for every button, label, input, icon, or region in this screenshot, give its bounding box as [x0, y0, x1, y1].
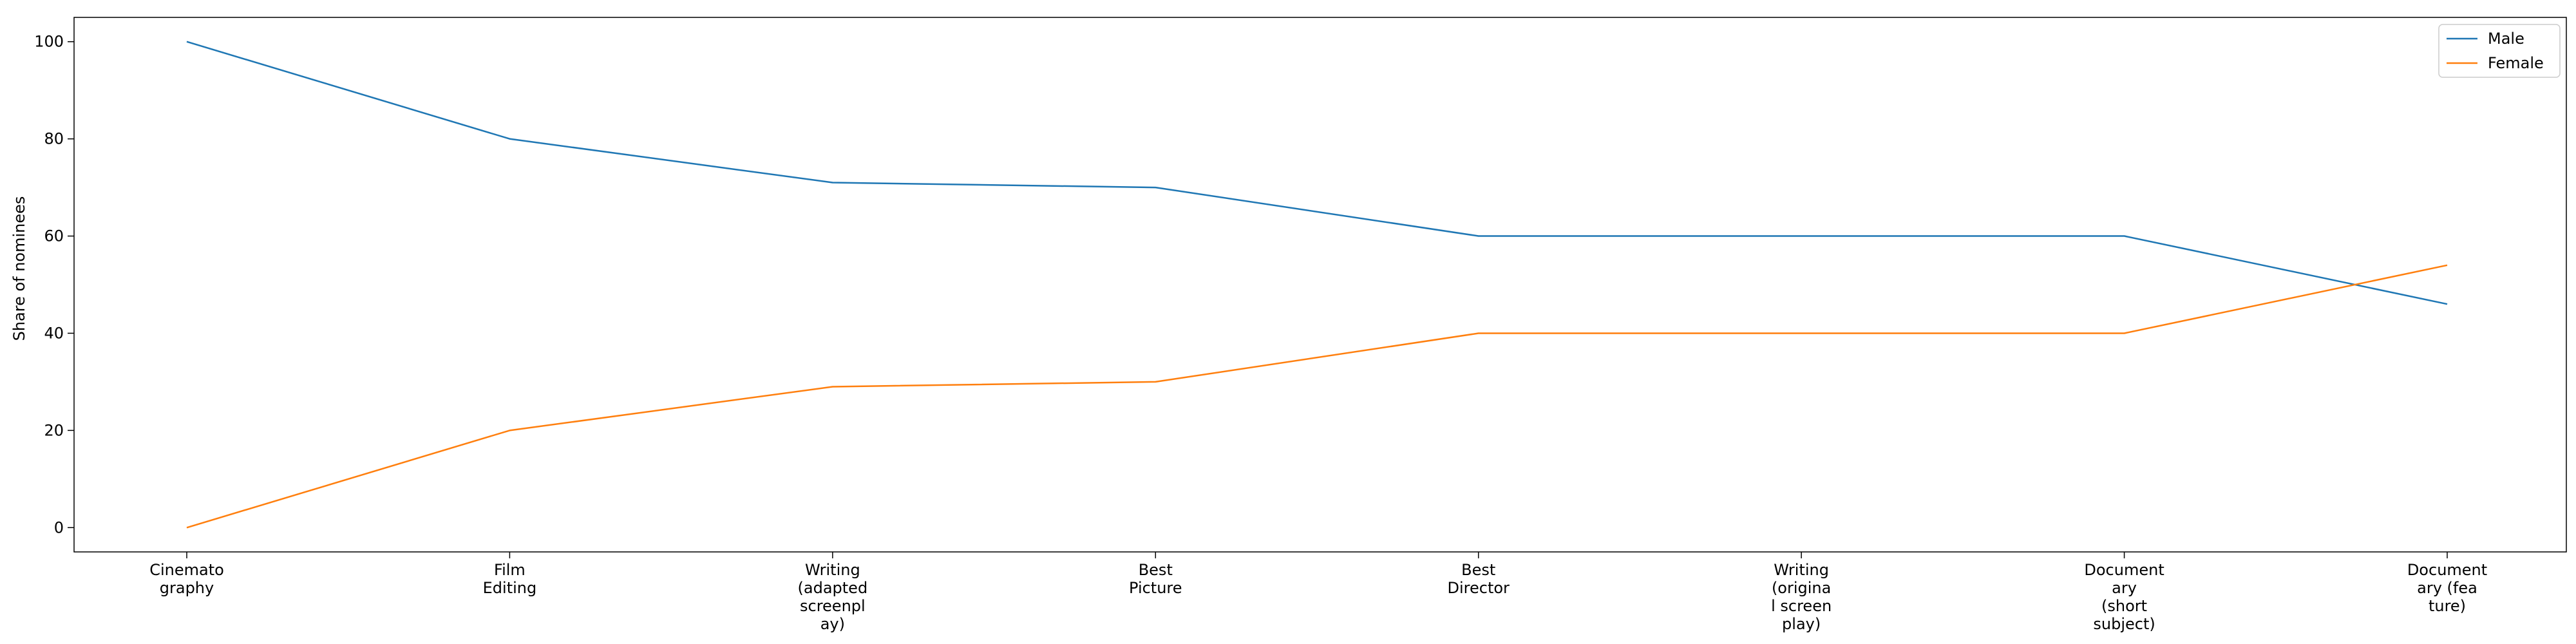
- x-tick-label: Document ary (fea ture): [2407, 561, 2487, 615]
- series-line-female: [186, 264, 2448, 529]
- series-line-male: [186, 41, 2448, 305]
- y-tick-label: 80: [44, 130, 64, 148]
- legend-box: [2438, 24, 2561, 78]
- plot-area: 0 20 40 60 80 100 Cinemato graphy Film Editing Wri…: [34, 17, 2567, 633]
- y-tick-label: 20: [44, 421, 64, 439]
- y-tick-label: 60: [44, 227, 64, 245]
- x-tick-label: Best Director: [1448, 561, 1510, 597]
- y-tick-label: 40: [44, 324, 64, 342]
- x-tick-label: Document ary (short subject): [2084, 561, 2164, 633]
- x-tick-label: Cinemato graphy: [149, 561, 224, 597]
- axes-frame: [73, 17, 2567, 553]
- legend: Male Female: [2438, 24, 2561, 78]
- y-tick-label: 0: [54, 518, 64, 536]
- x-tick-label: Film Editing: [483, 561, 537, 597]
- legend-label-female: Female: [2488, 54, 2544, 72]
- x-tick-label: Writing (origina l screen play): [1771, 561, 1832, 633]
- y-tick-label: 100: [34, 33, 64, 51]
- x-tick-label: Writing (adapted screenpl ay): [798, 561, 868, 633]
- y-axis-label: Share of nominees: [10, 196, 28, 341]
- legend-label-male: Male: [2488, 30, 2524, 48]
- x-tick-label: Best Picture: [1129, 561, 1182, 597]
